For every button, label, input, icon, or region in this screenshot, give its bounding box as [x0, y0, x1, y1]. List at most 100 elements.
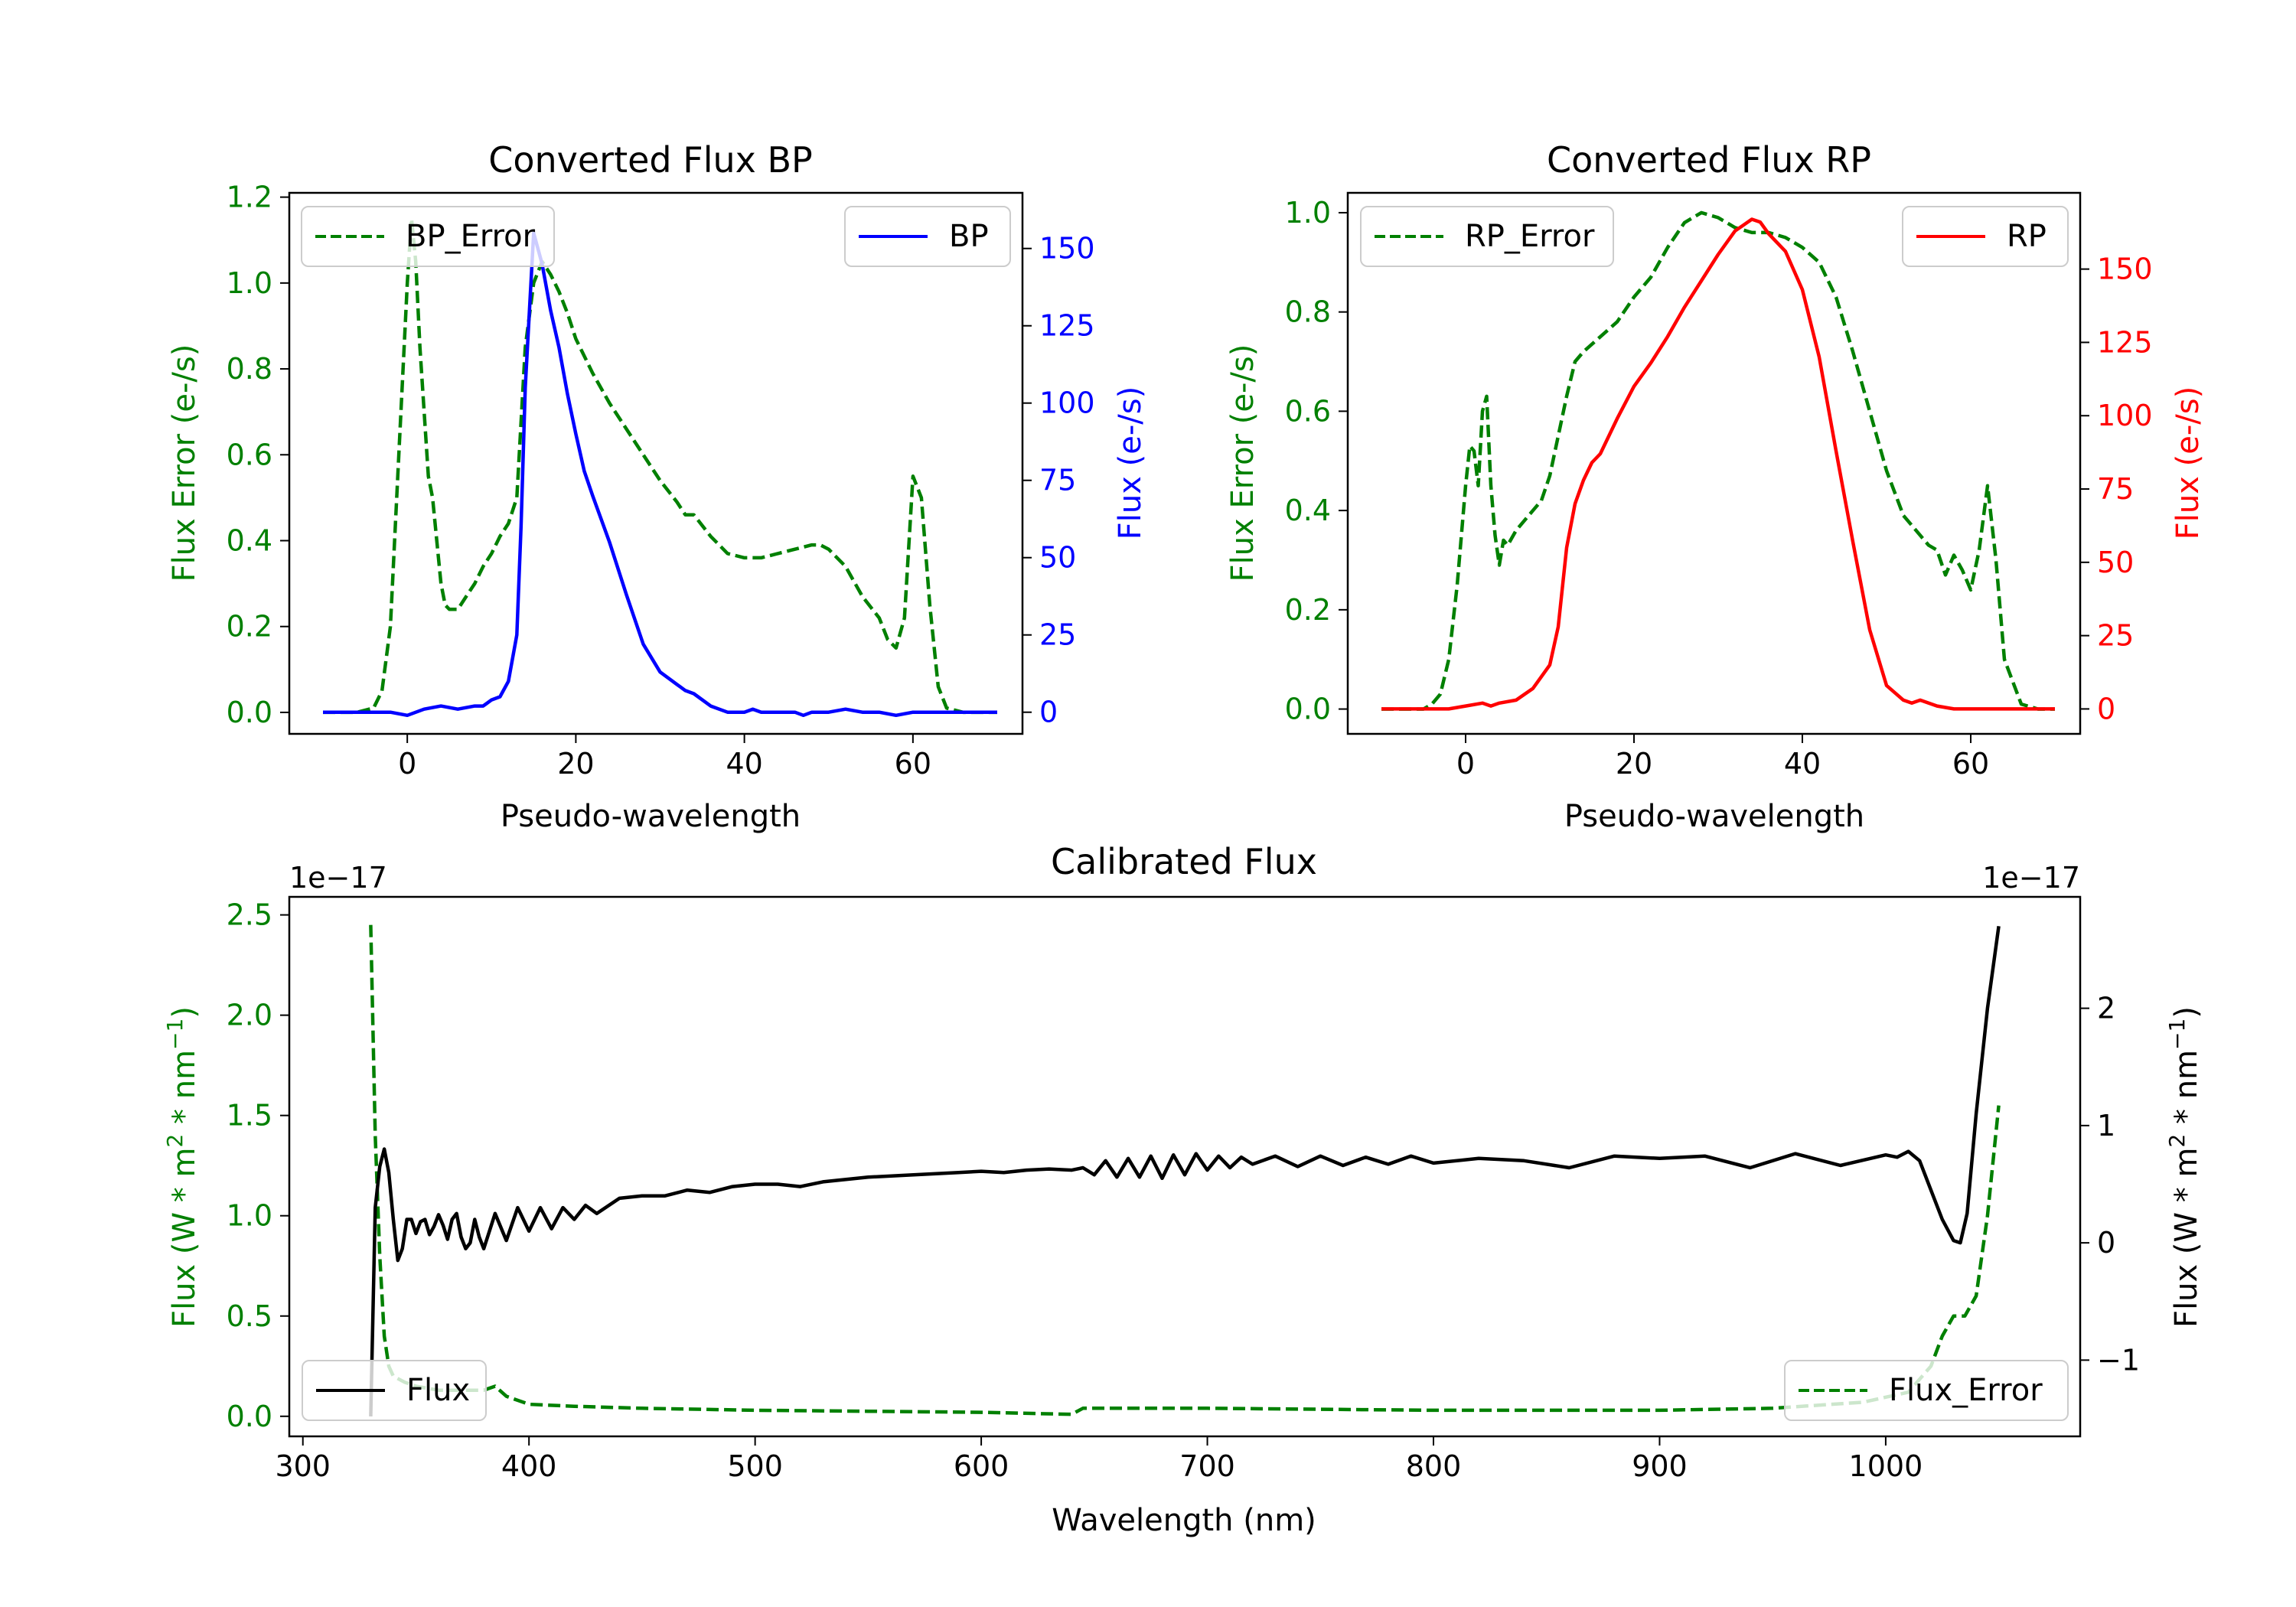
calibrated-ylabel-left-sup-1: 2: [162, 1134, 188, 1148]
calibrated-ylabel-right-sup-2: −1: [2164, 1019, 2190, 1050]
rp-y-axis-label-left: Flux Error (e-/s): [1225, 344, 1261, 582]
calibrated-right-tick-label: 0: [2097, 1226, 2115, 1260]
calibrated-right-tick-label: −1: [2097, 1343, 2140, 1377]
bp-x-tick-label: 0: [398, 747, 416, 781]
calibrated-x-tick-label: 1000: [1849, 1449, 1923, 1483]
calibrated-right-ticks: −1 0 1 2: [2080, 992, 2140, 1377]
rp-right-tick-label: 25: [2097, 619, 2134, 653]
bp-left-tick-label: 1.2: [227, 181, 272, 214]
calibrated-ylabel-right-sup-1: 2: [2164, 1134, 2190, 1148]
bp-legend-error-box: [301, 206, 555, 267]
bp-right-tick-label: 75: [1039, 464, 1076, 497]
calibrated-y-axis-label-left: Flux (W * m2 * nm−1): [162, 1006, 202, 1328]
bp-x-tick-label: 60: [895, 747, 931, 781]
bp-right-ticks: 0 25 50 75 100 125 150: [1022, 232, 1095, 729]
calibrated-x-axis-label: Wavelength (nm): [1052, 1503, 1316, 1538]
calibrated-ylabel-right-part-1: Flux (W * m: [2169, 1148, 2204, 1328]
calibrated-offset-right: 1e−17: [1982, 861, 2080, 895]
bp-left-tick-label: 0.8: [227, 352, 272, 386]
rp-x-tick-label: 60: [1952, 747, 1989, 781]
calibrated-plot-frame: [288, 895, 2082, 1438]
calibrated-ylabel-left-part-1: Flux (W * m: [167, 1148, 202, 1328]
bp-right-tick-label: 25: [1039, 618, 1076, 652]
rp-legend-error-label: RP_Error: [1465, 219, 1595, 254]
calibrated-title: Calibrated Flux: [1051, 841, 1317, 882]
bp-left-ticks: 0.0 0.2 0.4 0.6 0.8 1.0 1.2: [227, 181, 289, 729]
calibrated-ylabel-left-part-2: * nm: [167, 1050, 202, 1134]
rp-left-tick-label: 0.2: [1285, 593, 1331, 627]
rp-right-tick-label: 0: [2097, 692, 2115, 725]
rp-legend-flux: RP: [1902, 206, 2069, 267]
rp-x-tick-label: 20: [1616, 747, 1652, 781]
rp-left-tick-label: 0.0: [1285, 693, 1331, 726]
bp-plot-frame: [288, 191, 1024, 735]
chart-bp: Converted Flux BP 0 20 40 60 0.00.20.40.60.…: [167, 139, 1148, 834]
bp-x-axis-label: Pseudo-wavelength: [501, 799, 801, 834]
rp-legend-flux-label: RP: [2007, 219, 2047, 254]
rp-left-tick-label: 1.0: [1285, 196, 1331, 230]
bp-x-tick-label: 20: [557, 747, 594, 781]
calibrated-x-tick-label: 600: [954, 1449, 1009, 1483]
bp-x-tick-label: 40: [726, 747, 762, 781]
calibrated-y-axis-label-right: Flux (W * m2 * nm−1): [2164, 1006, 2204, 1328]
calibrated-left-ticks: 0.0 0.5 1.0 1.5 2.0 2.5: [227, 898, 289, 1433]
rp-left-tick-label: 0.6: [1285, 394, 1331, 428]
calibrated-x-ticks: 300 400 500 600 700 800 900 1000: [275, 1436, 1923, 1483]
rp-x-tick-label: 0: [1456, 747, 1475, 781]
bp-series-bp: [323, 231, 997, 718]
bp-left-tick-label: 0.6: [227, 438, 272, 471]
calibrated-legend-error-box: [1784, 1360, 2069, 1421]
rp-x-ticks: 0 20 40 60: [1456, 734, 1989, 781]
rp-left-ticks: 0.0 0.2 0.4 0.6 0.8 1.0: [1285, 196, 1348, 726]
calibrated-x-tick-label: 500: [727, 1449, 783, 1483]
bp-left-tick-label: 0.2: [227, 610, 272, 644]
calibrated-x-tick-label: 400: [501, 1449, 557, 1483]
bp-legend-flux: BP: [844, 206, 1011, 267]
rp-series-rp-error: [1381, 210, 2055, 711]
calibrated-ylabel-right-part-2: * nm: [2169, 1050, 2204, 1134]
bp-left-tick-label: 1.0: [227, 266, 272, 300]
calibrated-right-tick-label: 2: [2097, 992, 2115, 1025]
bp-right-tick-label: 150: [1039, 232, 1095, 266]
rp-legend-error-box: [1360, 206, 1614, 267]
bp-right-tick-label: 0: [1039, 696, 1058, 729]
calibrated-offset-left: 1e−17: [289, 861, 387, 895]
bp-series-bp-error: [323, 217, 997, 715]
calibrated-right-tick-label: 1: [2097, 1109, 2115, 1143]
calibrated-legend-error-label: Flux_Error: [1889, 1373, 2043, 1408]
rp-right-tick-label: 100: [2097, 399, 2153, 432]
rp-series-rp: [1381, 217, 2055, 711]
bp-legend-flux-label: BP: [949, 219, 989, 254]
calibrated-left-tick-label: 0.0: [227, 1400, 272, 1433]
bp-left-tick-label: 0.4: [227, 524, 272, 558]
calibrated-legend-flux-label: Flux: [406, 1373, 470, 1408]
rp-title: Converted Flux RP: [1547, 139, 1871, 181]
rp-plot-frame: [1346, 191, 2082, 735]
chart-rp: Converted Flux RP 0 20 40 60 0.00.20.40.60.…: [1225, 139, 2206, 834]
rp-right-ticks: 0 25 50 75 100 125 150: [2080, 253, 2153, 725]
calibrated-left-tick-label: 0.5: [227, 1299, 272, 1333]
bp-x-ticks: 0 20 40 60: [398, 734, 931, 781]
bp-legend-error-label: BP_Error: [406, 219, 536, 254]
bp-left-tick-label: 0.0: [227, 696, 272, 729]
calibrated-ylabel-left-sup-2: −1: [162, 1019, 188, 1050]
calibrated-ylabel-right-part-3: ): [2169, 1006, 2204, 1019]
bp-y-axis-label-right: Flux (e-/s): [1113, 386, 1148, 539]
calibrated-legend-error: Flux_Error: [1784, 1360, 2069, 1421]
calibrated-legend-flux: Flux: [302, 1360, 487, 1421]
bp-y-axis-label-left: Flux Error (e-/s): [167, 344, 202, 582]
rp-x-tick-label: 40: [1784, 747, 1821, 781]
calibrated-left-tick-label: 2.0: [227, 999, 272, 1032]
rp-left-tick-label: 0.8: [1285, 295, 1331, 329]
rp-right-tick-label: 50: [2097, 546, 2134, 579]
rp-right-tick-label: 75: [2097, 472, 2134, 506]
calibrated-x-tick-label: 800: [1406, 1449, 1462, 1483]
calibrated-left-tick-label: 2.5: [227, 898, 272, 932]
rp-left-tick-label: 0.4: [1285, 494, 1331, 527]
bp-series-layer: [323, 217, 997, 718]
calibrated-series-flux: [369, 925, 2001, 1416]
rp-right-tick-label: 150: [2097, 253, 2153, 286]
calibrated-x-tick-label: 700: [1179, 1449, 1235, 1483]
rp-legend-error: RP_Error: [1360, 206, 1614, 267]
